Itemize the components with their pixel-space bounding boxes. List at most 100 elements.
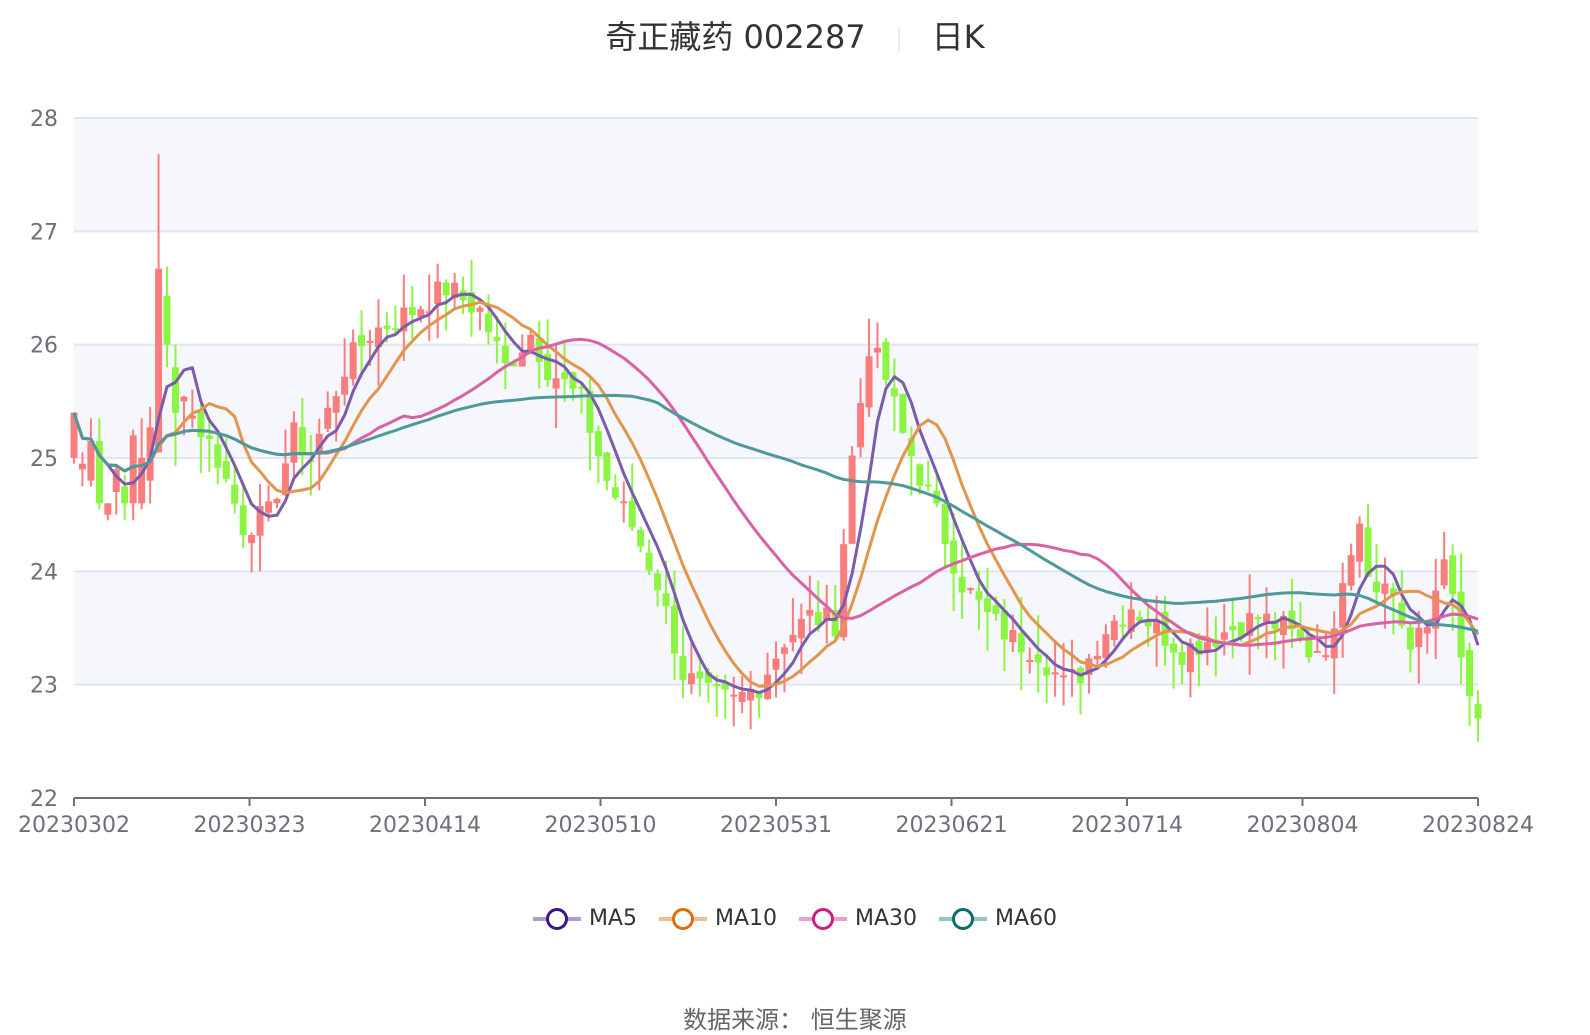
candle — [332, 396, 340, 413]
candle — [552, 378, 560, 389]
chart-title: 奇正藏药 002287 日K — [0, 12, 1590, 58]
candle — [434, 281, 442, 305]
candle — [840, 544, 848, 638]
candle — [248, 534, 256, 544]
candle — [383, 325, 391, 330]
candle — [171, 367, 179, 413]
candle — [1279, 615, 1287, 636]
candle — [671, 605, 679, 654]
candle — [1432, 590, 1440, 629]
data-source: 数据来源： 恒生聚源 — [683, 1006, 907, 1034]
candle — [527, 334, 535, 351]
candle — [281, 463, 289, 496]
legend-circle-icon — [532, 907, 581, 931]
candle — [1271, 620, 1279, 629]
candle — [510, 363, 518, 367]
candle — [1119, 624, 1127, 627]
candle — [1110, 620, 1118, 640]
candle — [1220, 632, 1228, 640]
candle — [1144, 619, 1152, 627]
candle — [273, 498, 281, 504]
candle — [358, 335, 366, 347]
legend-item-ma10[interactable]: MA10 — [658, 906, 777, 931]
candle — [916, 464, 924, 486]
candle — [738, 692, 746, 703]
candle — [1127, 609, 1135, 632]
legend-circle-icon — [658, 907, 707, 931]
legend-item-ma60[interactable]: MA60 — [939, 906, 1057, 931]
candle — [831, 610, 839, 637]
candle — [1364, 527, 1372, 577]
candle — [1339, 583, 1347, 628]
candle — [873, 347, 881, 353]
candle — [544, 354, 552, 381]
grid-band — [74, 344, 1478, 458]
candle — [975, 591, 983, 600]
ma-line-ma60 — [72, 393, 1479, 633]
candle — [1313, 650, 1321, 653]
x-tick-label: 20230510 — [545, 813, 657, 838]
candle — [1466, 650, 1474, 697]
legend-label: MA60 — [995, 906, 1058, 931]
candle — [1229, 626, 1237, 631]
candle — [857, 403, 865, 448]
candle — [1060, 675, 1068, 678]
candle — [772, 658, 780, 670]
candle — [603, 452, 611, 481]
candle — [315, 433, 323, 453]
candle — [324, 407, 332, 429]
candle — [476, 307, 484, 312]
candle — [586, 390, 594, 433]
candle — [265, 501, 273, 513]
candle — [104, 503, 112, 515]
candle — [493, 336, 501, 342]
candle — [290, 422, 298, 463]
candle — [983, 598, 991, 613]
candle — [1102, 634, 1110, 659]
candle — [1474, 704, 1482, 719]
candle — [1186, 643, 1194, 673]
candle — [637, 529, 645, 547]
legend-item-ma5[interactable]: MA5 — [532, 906, 637, 931]
period-label: 日K — [931, 18, 985, 56]
candle — [1449, 555, 1457, 595]
candle — [662, 593, 670, 607]
candle — [1000, 610, 1008, 640]
candle — [468, 292, 476, 313]
candle — [1457, 591, 1465, 658]
y-tick-label: 27 — [30, 220, 58, 245]
candle — [518, 352, 526, 367]
candle — [121, 486, 129, 504]
candle — [569, 372, 577, 389]
x-tick-label: 20230621 — [896, 813, 1008, 838]
y-tick-label: 28 — [30, 107, 58, 132]
candle — [1034, 654, 1042, 663]
candle — [400, 307, 408, 332]
candle — [1389, 588, 1397, 596]
y-tick-label: 22 — [30, 787, 58, 812]
candle — [1440, 559, 1448, 586]
candle — [341, 376, 349, 395]
candle — [967, 588, 975, 591]
x-tick-label: 20230804 — [1247, 813, 1359, 838]
candle — [442, 282, 450, 296]
candle — [577, 386, 585, 389]
candle — [1381, 583, 1389, 594]
candle — [1051, 672, 1059, 675]
candle — [1153, 619, 1161, 634]
candle — [1178, 652, 1186, 665]
candle — [239, 505, 247, 536]
candle — [231, 484, 239, 504]
candle — [1305, 635, 1313, 658]
candle — [78, 463, 86, 470]
candle — [205, 435, 213, 439]
title-separator — [897, 26, 900, 52]
candle — [298, 426, 306, 456]
candle — [1093, 655, 1101, 660]
candle — [484, 313, 492, 333]
legend-label: MA5 — [588, 906, 637, 931]
y-tick-label: 25 — [30, 447, 58, 472]
legend-item-ma30[interactable]: MA30 — [799, 906, 917, 931]
candle — [129, 435, 137, 504]
candle — [1423, 627, 1431, 634]
